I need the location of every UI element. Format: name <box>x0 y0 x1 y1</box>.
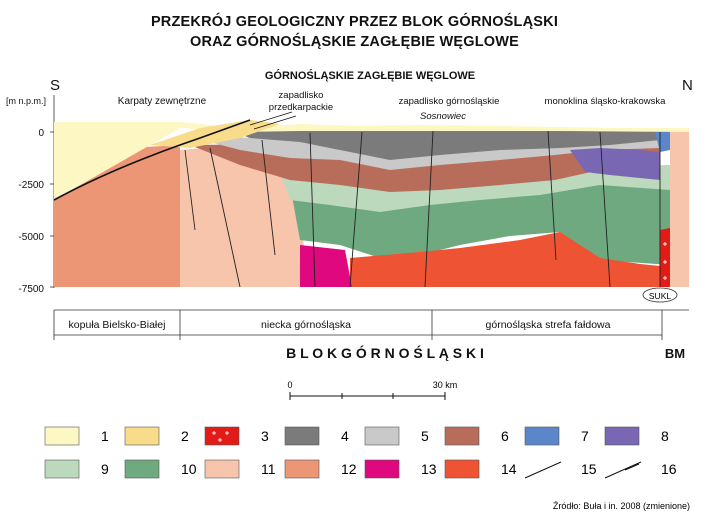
layer-8 <box>570 148 660 180</box>
legend-number-13: 13 <box>421 461 437 477</box>
layer-11-niecka <box>180 140 305 287</box>
legend-swatch-9 <box>44 459 80 479</box>
legend-number-11: 11 <box>261 461 276 477</box>
legend-item-15: 15 <box>524 461 597 479</box>
legend-item-9: 9 <box>44 459 109 479</box>
depth-axis-ticks <box>50 131 54 288</box>
legend-number-3: 3 <box>261 428 269 444</box>
fault-lines <box>184 130 661 288</box>
legend-swatch-11 <box>204 459 240 479</box>
sukl-label: SUKL <box>649 291 671 301</box>
legend-number-1: 1 <box>101 428 109 444</box>
layer-1-cover <box>54 122 689 200</box>
karpaty-label: Karpaty zewnętrzne <box>118 96 207 107</box>
legend-swatch-1 <box>44 426 80 446</box>
legend-line-15 <box>524 461 562 479</box>
legend-number-7: 7 <box>581 428 589 444</box>
legend-number-5: 5 <box>421 428 429 444</box>
gzw-heading: GÓRNOŚLĄSKIE ZAGŁĘBIE WĘGLOWE <box>265 69 475 82</box>
granite-crosses <box>663 242 667 280</box>
legend-item-4: 4 <box>284 426 349 446</box>
legend-item-6: 6 <box>444 426 509 446</box>
legend-item-3: 3 <box>204 426 269 446</box>
thrust-symbol-przedkarpackie <box>249 111 297 130</box>
legend-swatch-10 <box>124 459 160 479</box>
legend-item-16: 16 <box>604 461 677 479</box>
legend: 1 2 3 4 5 6 7 89 10 11 12 13 14 15 16 <box>44 426 677 479</box>
legend-swatch-2 <box>124 426 160 446</box>
scale-end: 30 km <box>433 380 458 390</box>
zapadlisko-przedkarpackie-label-2: przedkarpackie <box>269 102 333 113</box>
depth-tick-0: 0 <box>38 128 44 139</box>
depth-tick-5000: -5000 <box>18 232 44 243</box>
legend-swatch-13 <box>364 459 400 479</box>
legend-item-13: 13 <box>364 459 437 479</box>
title-line-2: ORAZ GÓRNOŚLĄSKIE ZAGŁĘBIE WĘGLOWE <box>189 34 520 50</box>
zone-kopula: kopuła Bielsko-Białej <box>69 319 166 331</box>
depth-tick-7500: -7500 <box>18 284 44 295</box>
legend-swatch-4 <box>284 426 320 446</box>
legend-item-2: 2 <box>124 426 189 446</box>
legend-swatch-5 <box>364 426 400 446</box>
zapadlisko-przedkarpackie-label-1: zapadlisko <box>279 90 324 101</box>
scale-start: 0 <box>287 380 292 390</box>
layer-4 <box>230 128 660 160</box>
layer-11-bm <box>670 130 689 287</box>
legend-number-8: 8 <box>661 428 669 444</box>
carpathian-thrust-line <box>53 119 251 201</box>
legend-number-2: 2 <box>181 428 189 444</box>
legend-thrust-tick <box>624 463 640 471</box>
legend-item-11: 11 <box>204 459 276 479</box>
legend-item-14: 14 <box>444 459 517 479</box>
legend-number-6: 6 <box>501 428 509 444</box>
legend-number-4: 4 <box>341 428 349 444</box>
monoklina-label: monoklina śląsko-krakowska <box>545 96 667 107</box>
zone-strefa: górnośląska strefa fałdowa <box>486 319 611 331</box>
layer-2-carpathians <box>150 120 280 148</box>
legend-number-15: 15 <box>581 461 597 477</box>
source-note: Źródło: Buła i in. 2008 (zmienione) <box>553 501 690 511</box>
layer-14 <box>350 232 660 287</box>
north-label: N <box>682 77 693 94</box>
legend-number-16: 16 <box>661 461 677 477</box>
sukl-badge <box>642 287 678 303</box>
legend-item-5: 5 <box>364 426 429 446</box>
legend-swatch-3 <box>204 426 240 446</box>
legend-number-10: 10 <box>181 461 197 477</box>
depth-unit-label: [m n.p.m.] <box>6 96 46 106</box>
legend-item-1: 1 <box>44 426 109 446</box>
blok-label: B L O K G Ó R N O Ś L Ą S K I <box>286 344 484 361</box>
legend-number-14: 14 <box>501 461 517 477</box>
layer-13 <box>300 245 352 287</box>
legend-number-9: 9 <box>101 461 109 477</box>
legend-item-7: 7 <box>524 426 589 446</box>
depth-tick-2500: -2500 <box>18 180 44 191</box>
legend-swatch-6 <box>444 426 480 446</box>
legend-number-12: 12 <box>341 461 357 477</box>
legend-swatch-7 <box>524 426 560 446</box>
zone-bar <box>53 309 689 340</box>
layer-3-granite <box>660 228 670 287</box>
scale-bar <box>289 392 446 400</box>
legend-item-12: 12 <box>284 459 357 479</box>
title-line-1: PRZEKRÓJ GEOLOGICZNY PRZEZ BLOK GÓRNOŚLĄ… <box>150 14 559 30</box>
legend-swatch-14 <box>444 459 480 479</box>
layer-7 <box>655 130 670 152</box>
legend-swatch-12 <box>284 459 320 479</box>
legend-item-10: 10 <box>124 459 197 479</box>
legend-item-8: 8 <box>604 426 669 446</box>
zone-niecka: niecka górnośląska <box>261 319 351 331</box>
legend-line-16 <box>604 461 642 479</box>
bm-label: BM <box>665 346 685 361</box>
sosnowiec-label: Sosnowiec <box>420 111 466 122</box>
zapadlisko-gornoslaskie-label: zapadlisko górnośląskie <box>399 96 500 107</box>
legend-swatch-8 <box>604 426 640 446</box>
south-label: S <box>50 77 60 94</box>
